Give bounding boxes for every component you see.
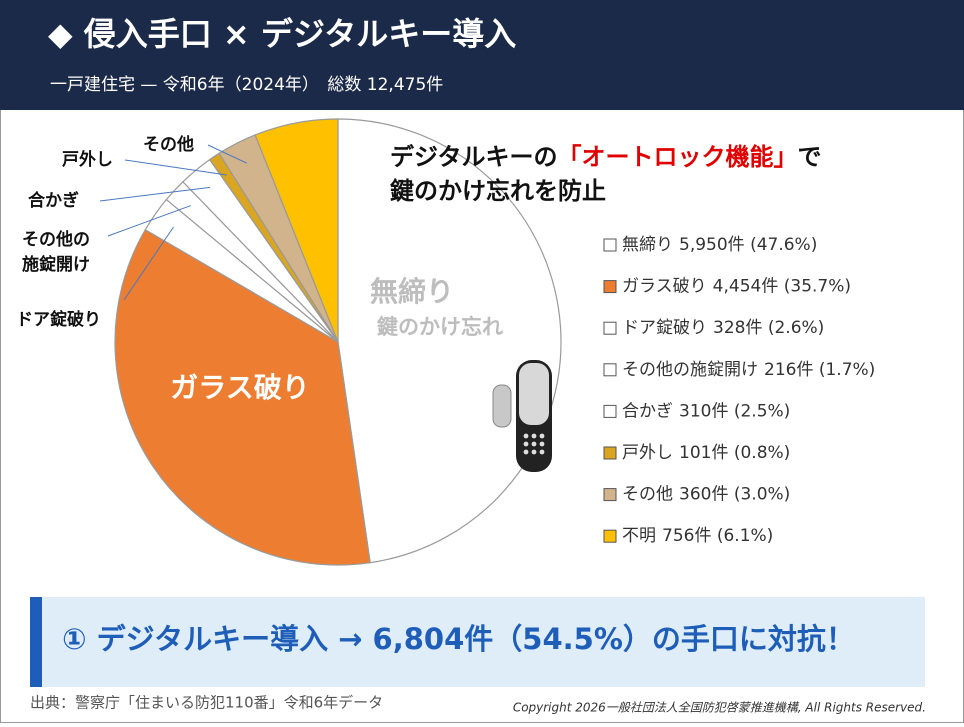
leader-line: [124, 159, 227, 176]
legend-entry: その他 360件 (3.0%): [622, 485, 790, 505]
legend-swatch: [603, 363, 617, 377]
legend-name: 不明: [622, 526, 656, 546]
callout-highlight: 「オートロック機能」: [558, 143, 798, 171]
legend-name: ガラス破り: [622, 277, 707, 297]
callout-line1: デジタルキーの「オートロック機能」で: [390, 143, 822, 171]
source: 出典：警察庁「住まいる防犯110番」令和6年データ: [30, 694, 383, 712]
legend-name: 合かぎ: [622, 401, 673, 421]
legend-entry: ドア錠破り 328件 (2.6%): [622, 318, 824, 338]
legend-value: 360件 (3.0%): [679, 485, 790, 505]
legend-swatch: [603, 529, 617, 543]
slice-label: 施錠開け: [22, 254, 90, 275]
slice-label: ドア錠破り: [16, 309, 101, 330]
legend-value: 328件 (2.6%): [713, 318, 824, 338]
slice-label: その他の: [22, 229, 90, 250]
legend-value: 5,950件 (47.6%): [679, 235, 817, 255]
legend-name: ドア錠破り: [622, 318, 707, 338]
legend-name: 無締り: [622, 235, 673, 255]
chart-title: ◆ 侵入手口 × デジタルキー導入: [48, 15, 516, 53]
banner-box: [30, 597, 925, 687]
legend-entry: その他の施錠開け 216件 (1.7%): [622, 360, 875, 380]
legend-swatch: [603, 446, 617, 460]
digital-lock-illustration: [492, 360, 552, 472]
slice-label: 戸外し: [62, 149, 113, 170]
banner-text: ① デジタルキー導入 → 6,804件（54.5%）の手口に対抗！: [62, 622, 855, 656]
slice-label: 無締り: [370, 275, 454, 308]
callout-part: で: [798, 143, 822, 171]
legend-value: 310件 (2.5%): [679, 401, 790, 421]
banner-accent: [30, 597, 42, 687]
slice-label: 合かぎ: [28, 190, 79, 211]
header-bar: [0, 0, 964, 110]
legend-entry: 無締り 5,950件 (47.6%): [622, 235, 817, 255]
legend-swatch: [603, 321, 617, 335]
legend-swatch: [603, 488, 617, 502]
leader-line: [123, 226, 174, 301]
legend-swatch: [603, 280, 617, 294]
pie-slice: [254, 118, 339, 343]
pie-slice: [114, 228, 371, 566]
legend-swatch: [603, 404, 617, 418]
leader-line: [99, 186, 211, 202]
slice-label: その他: [143, 134, 194, 155]
legend-name: 戸外し: [622, 443, 673, 463]
legend-entry: ガラス破り 4,454件 (35.7%): [622, 277, 851, 297]
leader-line: [207, 144, 248, 164]
legend-entry: 合かぎ 310件 (2.5%): [622, 401, 790, 421]
legend-value: 4,454件 (35.7%): [713, 277, 851, 297]
pie-slice: [337, 118, 562, 564]
legend-value: 216件 (1.7%): [764, 360, 875, 380]
chart-subtitle: 一戸建住宅 — 令和6年（2024年） 総数 12,475件: [50, 75, 443, 95]
legend-value: 101件 (0.8%): [679, 443, 790, 463]
copyright: Copyright 2026一般社団法人全国防犯啓蒙推進機構, All Righ…: [513, 701, 926, 715]
legend: 無締り 5,950件 (47.6%) ガラス破り 4,454件 (35.7%) ドア錠破…: [603, 235, 875, 546]
slice-label: 鍵のかけ忘れ: [377, 315, 503, 339]
legend-swatch: [603, 238, 617, 252]
callout-line2: 鍵のかけ忘れを防止: [390, 177, 606, 205]
legend-name: その他: [622, 485, 673, 505]
slice-label: ガラス破り: [170, 371, 309, 404]
legend-value: 756件 (6.1%): [662, 526, 773, 546]
legend-entry: 不明 756件 (6.1%): [622, 526, 773, 546]
callout-part: デジタルキーの: [390, 143, 558, 171]
leader-line: [107, 205, 191, 237]
legend-entry: 戸外し 101件 (0.8%): [622, 443, 790, 463]
legend-name: その他の施錠開け: [622, 360, 758, 380]
